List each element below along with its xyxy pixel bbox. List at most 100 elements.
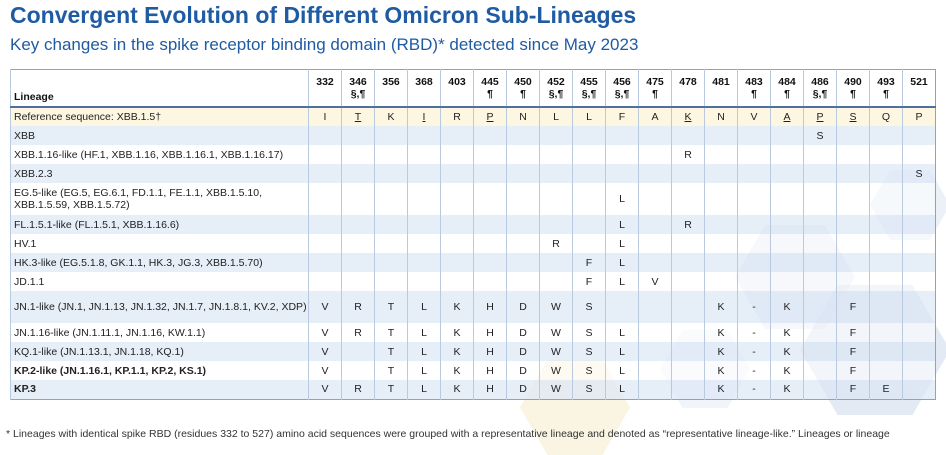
- residue-cell: [869, 361, 903, 380]
- residue-cell: [539, 253, 573, 272]
- residue-cell: [572, 183, 606, 215]
- residue-cell: I: [308, 107, 342, 126]
- position-number: 475: [646, 76, 664, 88]
- residue-cell: V: [737, 107, 771, 126]
- residue-cell: [374, 126, 408, 145]
- residue-cell: W: [539, 291, 573, 323]
- residue-cell: D: [506, 323, 540, 342]
- residue-cell: [737, 253, 771, 272]
- residue-cell: [506, 234, 540, 253]
- residue-cell: [902, 361, 936, 380]
- residue-cell: [902, 145, 936, 164]
- residue-cell: [770, 234, 804, 253]
- residue-cell: [572, 215, 606, 234]
- residue-cell: F: [836, 342, 870, 361]
- position-number: 368: [415, 76, 433, 88]
- residue-cell: [836, 215, 870, 234]
- position-number: 346: [349, 76, 367, 88]
- residue-cell: [803, 234, 837, 253]
- residue-cell: [803, 380, 837, 399]
- position-annotation: [673, 88, 705, 100]
- residue-cell: [737, 234, 771, 253]
- residue-cell: [407, 253, 441, 272]
- residue-cell: [341, 164, 375, 183]
- residue-cell: [638, 126, 672, 145]
- residue-cell: [341, 215, 375, 234]
- residue-cell: L: [605, 323, 639, 342]
- residue-cell: [374, 164, 408, 183]
- residue-cell: [638, 361, 672, 380]
- residue-cell: K: [770, 361, 804, 380]
- residue-cell: [671, 126, 705, 145]
- residue-cell: [803, 291, 837, 323]
- residue-cell: P: [473, 107, 507, 126]
- residue-cell: L: [539, 107, 573, 126]
- residue-cell: T: [374, 323, 408, 342]
- residue-cell: T: [374, 291, 408, 323]
- position-number: 356: [382, 76, 400, 88]
- residue-cell: [440, 183, 474, 215]
- position-header-450: 450 ¶: [506, 69, 540, 108]
- residue-cell: [869, 145, 903, 164]
- residue-cell: [308, 215, 342, 234]
- position-annotation: [904, 88, 936, 100]
- residue-cell: [506, 183, 540, 215]
- table-body: Reference sequence: XBB.1.5† I T K I R P N L L F A K…: [10, 107, 936, 399]
- residue-cell: K: [770, 342, 804, 361]
- residue-cell: H: [473, 323, 507, 342]
- residue-cell: K: [440, 342, 474, 361]
- residue-cell: [638, 380, 672, 399]
- residue-cell: [869, 126, 903, 145]
- lineage-cell: JN.1.16-like (JN.1.11.1, JN.1.16, KW.1.1…: [10, 323, 309, 342]
- residue-cell: F: [836, 291, 870, 323]
- residue-cell: L: [605, 215, 639, 234]
- residue-cell: [440, 253, 474, 272]
- table-row: KP.2-like (JN.1.16.1, KP.1.1, KP.2, KS.1…: [10, 361, 936, 380]
- residue-cell: [572, 234, 606, 253]
- residue-cell: L: [605, 183, 639, 215]
- residue-cell: V: [308, 380, 342, 399]
- residue-cell: [605, 145, 639, 164]
- residue-cell: L: [407, 342, 441, 361]
- position-header-478: 478: [671, 69, 705, 108]
- residue-cell: [902, 272, 936, 291]
- residue-cell: -: [737, 380, 771, 399]
- residue-cell: [473, 234, 507, 253]
- residue-cell: [737, 183, 771, 215]
- table-row: HK.3-like (EG.5.1.8, GK.1.1, HK.3, JG.3,…: [10, 253, 936, 272]
- residue-cell: T: [374, 342, 408, 361]
- residue-cell: K: [704, 361, 738, 380]
- position-number: 493: [877, 76, 895, 88]
- position-annotation: §,¶: [614, 88, 630, 100]
- residue-cell: [308, 126, 342, 145]
- position-number: 478: [679, 76, 697, 88]
- residue-cell: K: [704, 323, 738, 342]
- position-header-455: 455 §,¶: [572, 69, 606, 108]
- residue-cell: [737, 215, 771, 234]
- residue-cell: L: [605, 380, 639, 399]
- lineage-column-header: Lineage: [10, 69, 309, 108]
- lineage-cell: FL.1.5.1-like (FL.1.5.1, XBB.1.16.6): [10, 215, 309, 234]
- residue-cell: [572, 126, 606, 145]
- table-row: JD.1.1 F L V: [10, 272, 936, 291]
- residue-cell: [506, 145, 540, 164]
- residue-cell: K: [704, 291, 738, 323]
- residue-cell: Q: [869, 107, 903, 126]
- residue-cell: -: [737, 342, 771, 361]
- residue-cell: [407, 272, 441, 291]
- position-number: 332: [316, 76, 334, 88]
- residue-cell: [374, 183, 408, 215]
- residue-cell: [506, 253, 540, 272]
- lineage-cell: HK.3-like (EG.5.1.8, GK.1.1, HK.3, JG.3,…: [10, 253, 309, 272]
- residue-cell: [473, 164, 507, 183]
- residue-cell: [374, 234, 408, 253]
- residue-cell: [374, 272, 408, 291]
- table-row: FL.1.5.1-like (FL.1.5.1, XBB.1.16.6) L R: [10, 215, 936, 234]
- residue-cell: [836, 183, 870, 215]
- position-number: 490: [844, 76, 862, 88]
- residue-cell: [869, 164, 903, 183]
- residue-cell: R: [671, 215, 705, 234]
- position-header-475: 475 ¶: [638, 69, 672, 108]
- table-row: HV.1 R L: [10, 234, 936, 253]
- residue-cell: K: [440, 291, 474, 323]
